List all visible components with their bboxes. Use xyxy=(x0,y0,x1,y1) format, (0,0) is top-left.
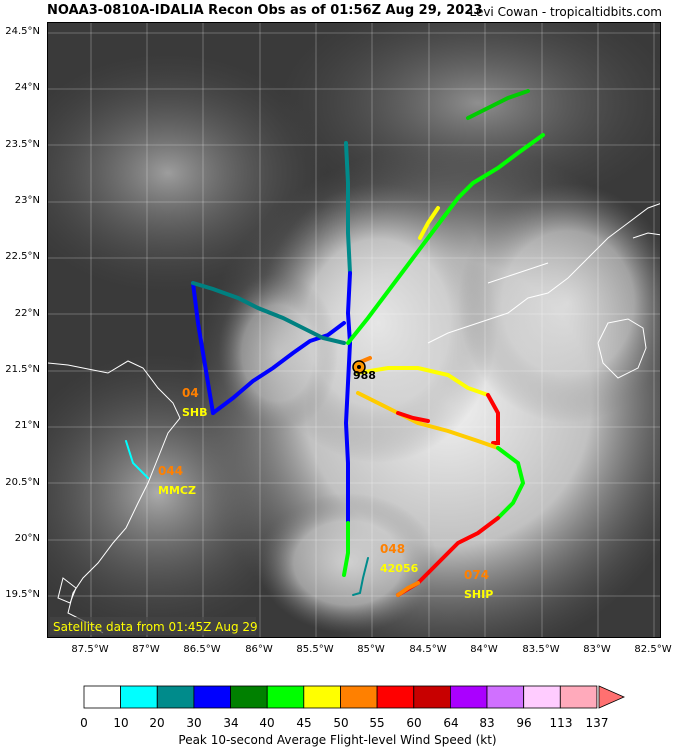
lon-label: 84°W xyxy=(470,644,498,655)
colorbar-tick: 30 xyxy=(186,716,202,730)
satellite-note: Satellite data from 01:45Z Aug 29 xyxy=(53,620,258,634)
colorbar-swatch xyxy=(156,685,195,709)
colorbar-tick: 50 xyxy=(333,716,349,730)
lat-label: 21°N xyxy=(14,420,40,431)
colorbar-swatch xyxy=(559,685,598,709)
colorbar-tick: 55 xyxy=(369,716,385,730)
colorbar-tick: 96 xyxy=(516,716,532,730)
station-wind-value: 074 xyxy=(464,568,489,582)
lon-label: 83°W xyxy=(583,644,611,655)
lat-label: 20.5°N xyxy=(5,477,40,488)
colorbar-tick: 10 xyxy=(113,716,129,730)
lat-label: 19.5°N xyxy=(5,589,40,600)
lon-label: 87.5°W xyxy=(71,644,109,655)
map-canvas: 988 04 SHB 044 MMCZ 048 42056 074 SHIP S… xyxy=(48,23,660,637)
station-wind-value: 044 xyxy=(158,464,183,478)
lon-label: 86.5°W xyxy=(183,644,221,655)
station-name: SHB xyxy=(182,406,208,419)
colorbar-swatch xyxy=(83,685,121,709)
colorbar-swatch xyxy=(523,685,561,709)
colorbar-tick: 0 xyxy=(80,716,88,730)
colorbar-swatch xyxy=(303,685,341,709)
colorbar-tick: 137 xyxy=(585,716,609,730)
colorbar-swatch xyxy=(413,685,451,709)
lon-label: 84.5°W xyxy=(409,644,447,655)
colorbar-swatch xyxy=(340,685,378,709)
lon-label: 82.5°W xyxy=(634,644,672,655)
colorbar-extend-arrow xyxy=(598,685,625,709)
colorbar-swatch xyxy=(486,685,524,709)
satellite-map[interactable]: 988 04 SHB 044 MMCZ 048 42056 074 SHIP S… xyxy=(47,22,661,638)
lat-label: 23°N xyxy=(14,195,40,206)
lat-label: 20°N xyxy=(14,533,40,544)
colorbar-tick: 34 xyxy=(223,716,239,730)
colorbar-swatches xyxy=(83,685,625,709)
lat-label: 21.5°N xyxy=(5,364,40,375)
colorbar-swatch xyxy=(120,685,158,709)
credit-text: Levi Cowan - tropicaltidbits.com xyxy=(469,5,662,19)
center-pressure-label: 988 xyxy=(353,369,376,382)
storm-center-marker[interactable] xyxy=(352,360,366,374)
map-title: NOAA3-0810A-IDALIA Recon Obs as of 01:56… xyxy=(47,3,483,18)
colorbar-label: Peak 10-second Average Flight-level Wind… xyxy=(178,733,497,747)
flight-track xyxy=(125,89,545,597)
station-name: SHIP xyxy=(464,588,493,601)
colorbar-swatch xyxy=(193,685,231,709)
station-wind-value: 048 xyxy=(380,542,405,556)
lon-label: 85.5°W xyxy=(296,644,334,655)
lon-label: 83.5°W xyxy=(522,644,560,655)
colorbar-tick: 40 xyxy=(259,716,275,730)
colorbar-tick: 45 xyxy=(296,716,312,730)
lat-label: 24.5°N xyxy=(5,26,40,37)
station-name: MMCZ xyxy=(158,484,196,497)
colorbar-swatch xyxy=(376,685,415,709)
station-name: 42056 xyxy=(380,562,419,575)
lon-label: 87°W xyxy=(132,644,160,655)
colorbar-swatch xyxy=(230,685,268,709)
colorbar-swatch xyxy=(449,685,488,709)
lon-label: 85°W xyxy=(357,644,385,655)
lat-label: 22.5°N xyxy=(5,251,40,262)
colorbar-tick: 60 xyxy=(406,716,422,730)
lat-label: 22°N xyxy=(14,308,40,319)
colorbar-swatch xyxy=(266,685,305,709)
colorbar-tick: 20 xyxy=(149,716,165,730)
station-wind-value: 04 xyxy=(182,386,199,400)
lat-label: 23.5°N xyxy=(5,139,40,150)
coastline xyxy=(48,203,660,634)
colorbar-tick: 83 xyxy=(479,716,495,730)
lat-label: 24°N xyxy=(14,82,40,93)
colorbar-tick: 113 xyxy=(549,716,573,730)
lon-label: 86°W xyxy=(245,644,273,655)
colorbar-tick: 64 xyxy=(443,716,459,730)
